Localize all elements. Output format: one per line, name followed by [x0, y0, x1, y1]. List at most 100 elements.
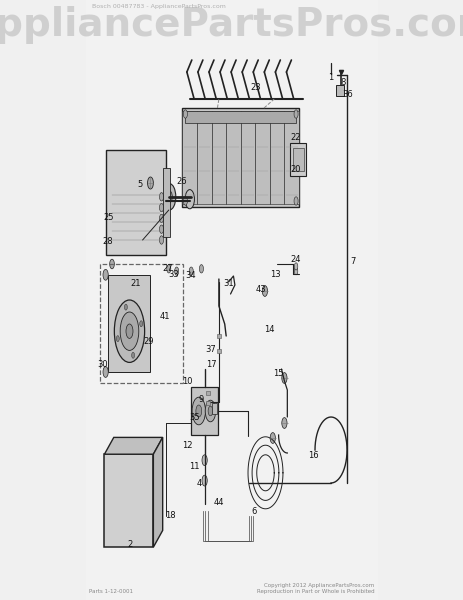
- Text: 34: 34: [185, 271, 195, 280]
- Circle shape: [201, 475, 207, 486]
- Circle shape: [185, 190, 194, 209]
- Circle shape: [159, 193, 163, 201]
- Bar: [336, 85, 344, 96]
- Text: 37: 37: [205, 344, 216, 354]
- Text: 11: 11: [188, 462, 199, 472]
- Circle shape: [139, 321, 142, 327]
- Circle shape: [159, 203, 163, 212]
- Circle shape: [294, 197, 297, 205]
- Text: Copyright 2012 AppliancePartsPros.com
Reproduction in Part or Whole is Prohibite: Copyright 2012 AppliancePartsPros.com Re…: [257, 583, 374, 594]
- Text: 44: 44: [213, 498, 224, 507]
- Polygon shape: [104, 437, 163, 454]
- Bar: [163, 168, 170, 237]
- Circle shape: [294, 263, 297, 270]
- Circle shape: [159, 225, 163, 233]
- Circle shape: [195, 405, 201, 417]
- Text: 20: 20: [290, 165, 300, 174]
- Bar: [107, 275, 150, 372]
- Bar: [211, 403, 216, 414]
- Circle shape: [183, 110, 187, 118]
- Circle shape: [205, 400, 215, 422]
- Circle shape: [109, 259, 114, 269]
- Text: 27: 27: [162, 263, 172, 272]
- Circle shape: [189, 267, 193, 275]
- Circle shape: [183, 197, 187, 205]
- Text: Bosch 00487783 - AppliancePartsPros.com: Bosch 00487783 - AppliancePartsPros.com: [92, 4, 225, 8]
- Bar: [269, 111, 284, 204]
- Text: 28: 28: [102, 236, 113, 246]
- Text: 1: 1: [328, 73, 333, 82]
- Circle shape: [294, 110, 297, 118]
- Circle shape: [201, 455, 207, 466]
- Bar: [185, 111, 295, 123]
- Text: 35: 35: [189, 413, 200, 421]
- Circle shape: [269, 433, 275, 443]
- Circle shape: [120, 312, 138, 350]
- Circle shape: [199, 265, 203, 273]
- Text: 15: 15: [273, 368, 283, 378]
- Circle shape: [163, 184, 175, 210]
- Text: 6: 6: [250, 506, 256, 515]
- Circle shape: [103, 269, 108, 280]
- Text: 24: 24: [290, 254, 300, 264]
- Text: AppliancePartsPros.com: AppliancePartsPros.com: [0, 6, 463, 44]
- Text: 18: 18: [164, 511, 175, 520]
- Circle shape: [159, 214, 163, 223]
- Circle shape: [103, 367, 108, 377]
- Text: 10: 10: [182, 377, 193, 385]
- Text: 9: 9: [198, 395, 204, 403]
- Bar: [290, 143, 306, 176]
- Circle shape: [126, 324, 133, 338]
- Text: 29: 29: [144, 337, 154, 346]
- Text: 13: 13: [269, 269, 280, 278]
- Circle shape: [131, 352, 134, 358]
- Text: 33: 33: [168, 269, 178, 278]
- Circle shape: [166, 265, 170, 273]
- Text: 23: 23: [250, 82, 261, 91]
- Bar: [284, 111, 298, 204]
- Text: 14: 14: [263, 325, 274, 335]
- Bar: [225, 111, 240, 204]
- Circle shape: [208, 406, 213, 416]
- Bar: [197, 111, 211, 204]
- Text: 36: 36: [342, 89, 352, 98]
- Bar: [182, 111, 197, 204]
- Text: 17: 17: [206, 359, 217, 368]
- Circle shape: [166, 191, 172, 203]
- Circle shape: [281, 418, 287, 428]
- Circle shape: [281, 373, 287, 383]
- Bar: [292, 148, 303, 171]
- Text: 22: 22: [290, 133, 300, 142]
- Circle shape: [124, 304, 127, 310]
- Circle shape: [116, 335, 119, 341]
- Text: 31: 31: [223, 280, 234, 289]
- Text: 4: 4: [196, 479, 201, 487]
- Text: 12: 12: [182, 441, 193, 450]
- Text: 7: 7: [350, 257, 355, 265]
- Circle shape: [294, 268, 297, 275]
- Text: 2: 2: [127, 540, 132, 550]
- Text: 16: 16: [307, 451, 318, 461]
- Circle shape: [147, 177, 153, 189]
- Text: 43: 43: [255, 284, 265, 293]
- Circle shape: [114, 300, 144, 362]
- Bar: [100, 264, 183, 383]
- Text: 5: 5: [138, 180, 143, 188]
- Circle shape: [174, 267, 178, 275]
- Bar: [190, 387, 218, 435]
- Text: Parts 1-12-0001: Parts 1-12-0001: [89, 589, 133, 594]
- Bar: [240, 111, 255, 204]
- Text: 21: 21: [130, 280, 140, 289]
- Bar: [182, 108, 298, 207]
- Bar: [255, 111, 269, 204]
- Text: 26: 26: [176, 178, 187, 186]
- Bar: [104, 454, 153, 547]
- Text: 8: 8: [340, 78, 345, 87]
- Text: 41: 41: [159, 312, 169, 322]
- Circle shape: [192, 397, 205, 425]
- Circle shape: [159, 236, 163, 244]
- Bar: [106, 150, 166, 255]
- Circle shape: [262, 286, 267, 296]
- Bar: [211, 111, 225, 204]
- Text: 25: 25: [104, 213, 114, 222]
